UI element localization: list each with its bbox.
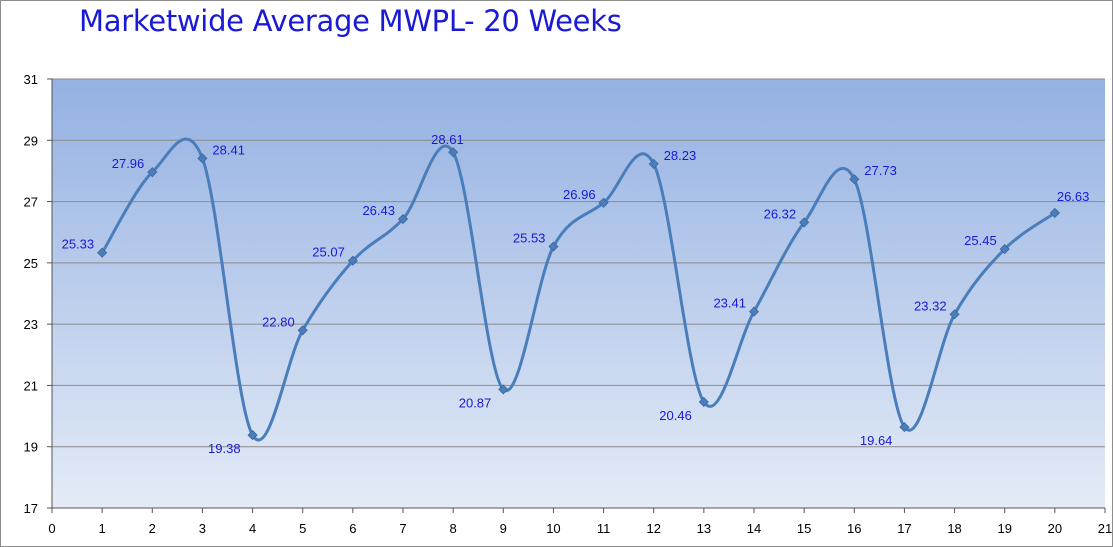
data-label: 27.73 [864,163,897,178]
data-label: 23.41 [713,296,746,311]
data-point-marker [648,158,659,169]
data-label: 27.96 [112,156,145,171]
data-label: 26.63 [1057,189,1090,204]
x-tick-label: 0 [48,521,55,536]
data-label: 28.61 [431,132,464,147]
x-tick-label: 9 [500,521,507,536]
x-tick-label: 18 [947,521,961,536]
x-tick-label: 16 [847,521,861,536]
data-label: 28.23 [664,148,697,163]
data-label: 28.41 [212,142,245,157]
y-tick-label: 23 [24,317,38,332]
x-tick-label: 1 [99,521,106,536]
x-tick-label: 13 [697,521,711,536]
data-point-marker [1049,207,1060,218]
data-point-marker [849,174,860,185]
data-point-marker [347,255,358,266]
x-tick-label: 6 [349,521,356,536]
data-point-marker [899,422,910,433]
data-point-marker [949,309,960,320]
data-label: 25.45 [964,233,997,248]
data-point-marker [97,247,108,258]
data-point-marker [448,147,459,158]
data-point-marker [999,244,1010,255]
y-tick-label: 25 [24,256,38,271]
data-point-marker [147,167,158,178]
data-label: 25.53 [513,231,546,246]
x-tick-label: 2 [149,521,156,536]
x-tick-label: 3 [199,521,206,536]
data-point-marker [297,325,308,336]
data-point-marker [698,396,709,408]
data-label: 20.46 [659,408,692,423]
x-tick-label: 19 [997,521,1011,536]
x-tick-label: 12 [646,521,660,536]
data-point-marker [197,153,208,164]
x-tick-label: 10 [546,521,560,536]
grid-lines [52,78,1105,448]
data-point-marker [748,306,760,317]
y-tick-label: 19 [24,440,38,455]
data-label: 23.32 [914,298,947,313]
data-label: 22.80 [262,314,295,329]
data-label: 19.64 [860,433,893,448]
data-point-marker [548,241,559,252]
data-label: 25.07 [312,245,345,260]
x-tick-label: 21 [1098,521,1112,536]
data-labels: 25.33 27.96 28.41 19.38 22.80 25.07 26.43 28.61… [62,132,1090,456]
chart-title: Marketwide Average MWPL- 20 Weeks [79,4,622,38]
x-tick-label: 11 [597,521,611,536]
data-point-marker [397,213,409,225]
x-tick-label: 8 [450,521,457,536]
data-label: 26.96 [563,187,596,202]
data-label: 19.38 [208,441,241,456]
series-layer [97,137,1060,442]
x-tick-label: 5 [299,521,306,536]
x-tick-label: 17 [897,521,911,536]
y-tick-label: 29 [24,133,38,148]
data-point-marker [799,217,810,228]
x-tick-label: 7 [399,521,406,536]
data-label: 25.33 [62,237,95,252]
y-tick-label: 27 [24,195,38,210]
data-label: 26.43 [362,203,395,218]
x-tick-label: 15 [797,521,811,536]
data-point-marker [498,384,509,395]
y-tick-label: 31 [24,72,38,87]
data-point-marker [598,197,609,208]
x-tick-label: 20 [1048,521,1062,536]
y-tick-label: 21 [24,378,38,393]
x-tick-label: 4 [249,521,256,536]
y-tick-label: 17 [24,501,38,516]
data-label: 20.87 [459,395,492,410]
data-label: 26.32 [764,206,797,221]
data-point-marker [247,430,258,441]
x-tick-label: 14 [747,521,761,536]
